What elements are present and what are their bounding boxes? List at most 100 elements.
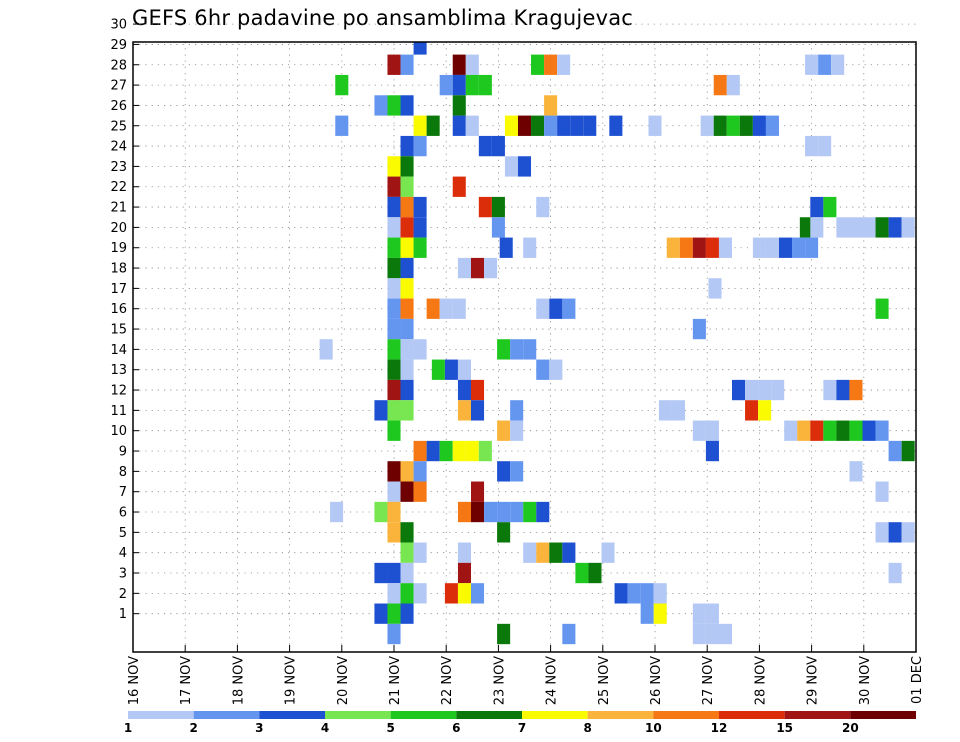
y-tick-label: 22 xyxy=(110,180,127,195)
heatmap-cell xyxy=(452,74,466,96)
heatmap-cell xyxy=(400,400,414,421)
heatmap-cell xyxy=(387,400,401,421)
heatmap-cell xyxy=(792,237,806,258)
y-tick-label: 19 xyxy=(110,241,127,256)
heatmap-cell xyxy=(387,461,401,482)
heatmap-cell xyxy=(778,237,793,258)
heatmap-cell xyxy=(805,237,819,258)
heatmap-cell xyxy=(653,583,667,604)
heatmap-cell xyxy=(413,115,427,136)
heatmap-cell xyxy=(849,461,863,482)
y-tick-label: 24 xyxy=(110,140,127,155)
heatmap-cell xyxy=(497,522,511,543)
heatmap-cell xyxy=(431,359,445,380)
heatmap-cell xyxy=(400,237,414,258)
heatmap-cell xyxy=(465,115,479,136)
heatmap-cell xyxy=(692,623,706,645)
heatmap-cell xyxy=(452,298,466,319)
heatmap-cell xyxy=(471,379,485,401)
heatmap-cell xyxy=(523,237,537,258)
heatmap-cell xyxy=(640,583,654,604)
heatmap-cell xyxy=(523,339,537,360)
heatmap-cell xyxy=(400,461,414,482)
heatmap-cell xyxy=(758,400,772,421)
heatmap-cell xyxy=(413,217,427,238)
y-tick-label: 10 xyxy=(110,424,127,439)
heatmap-cell xyxy=(413,237,427,258)
x-tick-label: 23 NOV xyxy=(492,656,507,705)
chart-title: GEFS 6hr padavine po ansamblima Kragujev… xyxy=(132,6,634,30)
heatmap-cell xyxy=(387,583,401,604)
heatmap-cell xyxy=(387,176,401,197)
heatmap-cell xyxy=(374,501,388,523)
heatmap-cell xyxy=(400,298,414,319)
heatmap-cell xyxy=(875,481,889,502)
colorbar-swatch xyxy=(128,711,194,719)
heatmap-cell xyxy=(549,542,563,563)
y-tick-label: 27 xyxy=(110,79,127,94)
x-tick-label: 30 NOV xyxy=(858,656,873,705)
heatmap-cell xyxy=(387,379,401,401)
heatmap-cell xyxy=(497,501,511,523)
heatmap-cell xyxy=(536,359,550,380)
heatmap-cell xyxy=(875,420,889,441)
heatmap-cell xyxy=(457,562,471,584)
y-tick-label: 17 xyxy=(110,282,127,297)
colorbar-label: 12 xyxy=(711,721,728,735)
heatmap-cell xyxy=(330,501,344,523)
x-tick-label: 27 NOV xyxy=(701,656,716,705)
colorbar-label: 7 xyxy=(518,721,526,735)
heatmap-cell xyxy=(457,400,471,421)
heatmap-cell xyxy=(708,278,722,299)
heatmap-cell xyxy=(400,278,414,299)
heatmap-cell xyxy=(713,115,727,136)
heatmap-cell xyxy=(583,115,597,136)
heatmap-cell xyxy=(400,359,414,380)
heatmap-cell xyxy=(745,400,759,421)
heatmap-cell xyxy=(705,237,719,258)
heatmap-cell xyxy=(319,339,333,360)
heatmap-cell xyxy=(400,339,414,360)
heatmap-cell xyxy=(679,237,693,258)
colorbar-swatch xyxy=(653,711,719,719)
heatmap-cell xyxy=(387,359,401,380)
colorbar-swatch xyxy=(784,711,851,719)
heatmap-cell xyxy=(387,501,401,523)
colorbar-label: 10 xyxy=(645,721,662,735)
heatmap-cell xyxy=(400,196,414,218)
heatmap-cell xyxy=(374,562,388,584)
heatmap-cell xyxy=(510,339,524,360)
y-tick-label: 18 xyxy=(110,262,127,277)
heatmap-cell xyxy=(875,298,889,319)
heatmap-cell xyxy=(849,420,863,441)
heatmap-cell xyxy=(849,379,863,401)
heatmap-cell xyxy=(810,420,824,441)
heatmap-cell xyxy=(797,420,811,441)
heatmap-cell xyxy=(400,95,414,116)
x-tick-label: 01 DEC xyxy=(910,656,925,704)
heatmap-cell xyxy=(444,359,458,380)
heatmap-cell xyxy=(562,623,576,645)
heatmap-cell xyxy=(400,257,414,279)
heatmap-cell xyxy=(517,115,532,136)
heatmap-cell xyxy=(413,542,427,563)
x-tick-label: 24 NOV xyxy=(545,656,560,705)
heatmap-cell xyxy=(700,115,714,136)
heatmap-cell xyxy=(478,196,492,218)
y-tick-labels: 1234567891011121314151617181920212223242… xyxy=(110,18,139,622)
y-tick-label: 5 xyxy=(119,526,127,541)
heatmap-cell xyxy=(544,115,558,136)
heatmap-cell xyxy=(732,379,746,401)
heatmap-cell xyxy=(745,379,759,401)
heatmap-cell xyxy=(387,298,401,319)
heatmap-cell xyxy=(810,196,824,218)
heatmap-cell xyxy=(901,440,915,462)
heatmap-cell xyxy=(426,298,440,319)
heatmap-cell xyxy=(614,583,628,604)
heatmap-cell xyxy=(497,623,511,645)
x-tick-label: 28 NOV xyxy=(753,656,768,705)
y-tick-label: 7 xyxy=(119,485,127,500)
colorbar-label: 20 xyxy=(842,721,859,735)
heatmap-cell xyxy=(901,217,915,238)
heatmap-cell xyxy=(510,420,524,441)
